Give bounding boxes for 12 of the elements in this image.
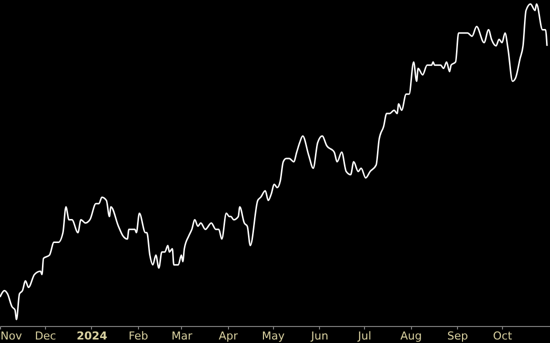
x-tick-label: Dec: [34, 330, 56, 342]
x-tick-label: Jul: [357, 330, 372, 342]
x-tick-label: Sep: [447, 330, 468, 342]
x-tick-label: Aug: [400, 330, 422, 342]
x-tick-label: Jun: [310, 330, 328, 342]
x-tick-label: Nov: [0, 330, 22, 342]
x-tick-label: Apr: [218, 330, 238, 342]
x-tick-label: Feb: [128, 330, 148, 342]
x-tick-label: Oct: [493, 330, 513, 342]
x-tick-label: 2024: [76, 330, 108, 342]
x-tick-label: May: [262, 330, 286, 342]
x-tick-label: Mar: [171, 330, 193, 342]
